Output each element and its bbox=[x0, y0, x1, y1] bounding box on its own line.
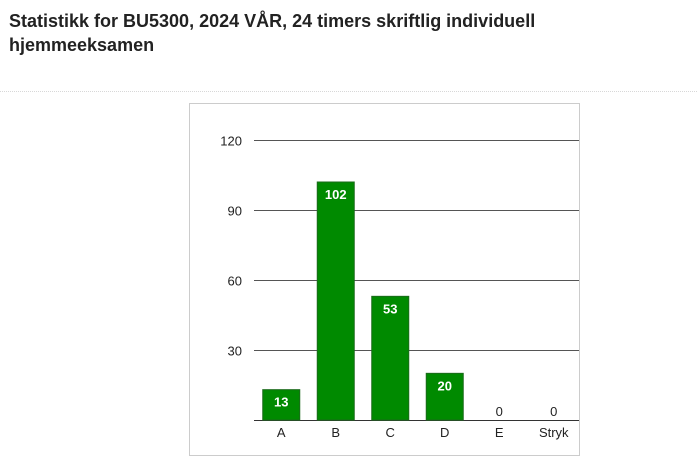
bar bbox=[425, 372, 464, 421]
bar-value-label: 13 bbox=[274, 395, 288, 410]
x-tick-label: A bbox=[277, 425, 286, 440]
x-tick-label: E bbox=[495, 425, 504, 440]
y-tick-label: 60 bbox=[228, 274, 242, 289]
bar bbox=[262, 389, 301, 421]
x-tick-label: B bbox=[331, 425, 340, 440]
y-tick-label: 30 bbox=[228, 344, 242, 359]
page-title: Statistikk for BU5300, 2024 VÅR, 24 time… bbox=[9, 11, 536, 55]
bar bbox=[316, 181, 355, 421]
bar-value-label: 53 bbox=[383, 301, 397, 316]
bar-value-label: 0 bbox=[550, 404, 557, 419]
bar-value-label: 102 bbox=[325, 187, 347, 202]
x-tick-label: Stryk bbox=[539, 425, 569, 440]
y-tick-label: 120 bbox=[220, 134, 242, 149]
bar-value-label: 0 bbox=[496, 404, 503, 419]
bar bbox=[371, 295, 410, 421]
bar-value-label: 20 bbox=[438, 378, 452, 393]
y-tick-label: 90 bbox=[228, 204, 242, 219]
title-divider bbox=[0, 91, 697, 92]
x-tick-label: D bbox=[440, 425, 449, 440]
x-tick-label: C bbox=[386, 425, 395, 440]
grade-chart: 30 60 90 120 13 A 102 B 53 C 20 D 0 E 0 Stryk bbox=[189, 103, 580, 456]
chart-svg: 30 60 90 120 13 A 102 B 53 C 20 D 0 E 0 Stryk bbox=[220, 134, 579, 440]
